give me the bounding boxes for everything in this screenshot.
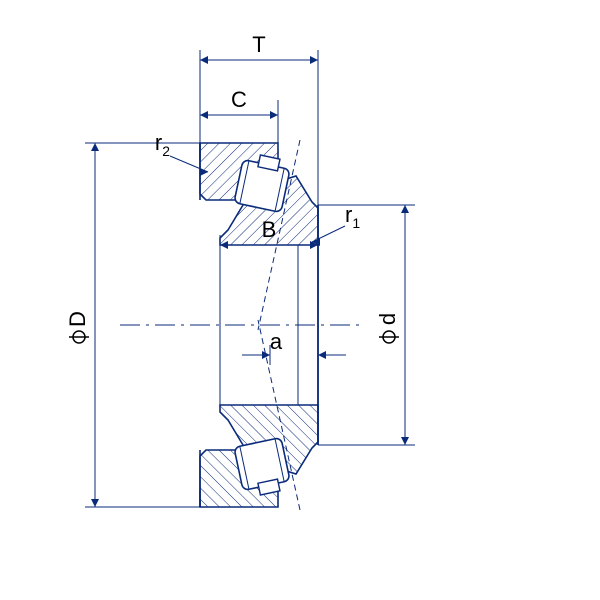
svg-text:T: T [252,32,265,57]
svg-text:a: a [270,329,283,354]
dimension-vertical: d [375,205,409,445]
dimension-horizontal: T [200,32,318,64]
svg-text:B: B [262,217,277,242]
dimension-vertical: D [65,143,99,507]
svg-text:r1: r1 [345,202,360,231]
svg-text:C: C [231,87,247,112]
bearing-dimension-diagram: T C Ba r2 r1 d D [0,0,600,600]
bearing-upper-half [200,140,318,330]
svg-text:d: d [375,313,400,325]
dimension-horizontal: C [200,87,278,119]
dimension-a: a [242,329,346,359]
svg-text:D: D [65,311,90,327]
svg-text:r2: r2 [155,130,170,159]
bearing-lower-half [200,320,318,510]
